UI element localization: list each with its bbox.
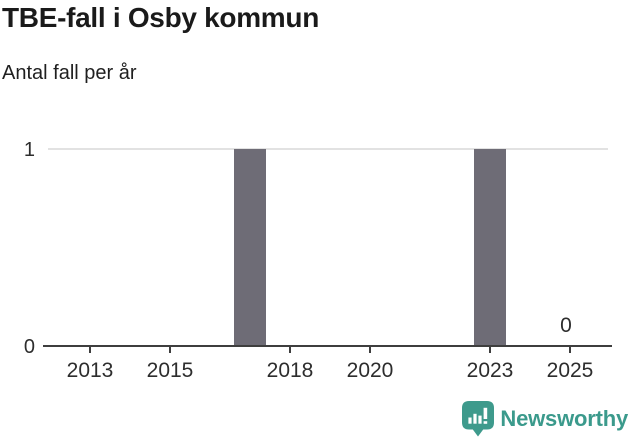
x-tick-label: 2025 <box>547 359 594 382</box>
chart-title: TBE-fall i Osby kommun <box>2 2 319 33</box>
newsworthy-wordmark: Newsworthy <box>500 406 628 431</box>
newsworthy-logo[interactable]: Newsworthy <box>462 401 628 437</box>
bar-2017 <box>234 149 266 346</box>
y-tick-label: 0 <box>24 336 35 358</box>
x-tick-label: 2015 <box>147 359 194 382</box>
value-label: 0 <box>560 314 572 337</box>
y-tick-label: 1 <box>24 139 35 161</box>
bar-2023 <box>474 149 506 346</box>
x-tick-label: 2020 <box>347 359 394 382</box>
x-tick-label: 2023 <box>467 359 514 382</box>
newsworthy-icon <box>462 401 495 437</box>
x-tick-label: 2013 <box>67 359 114 382</box>
x-tick-label: 2018 <box>267 359 314 382</box>
chart-subtitle: Antal fall per år <box>2 62 137 84</box>
